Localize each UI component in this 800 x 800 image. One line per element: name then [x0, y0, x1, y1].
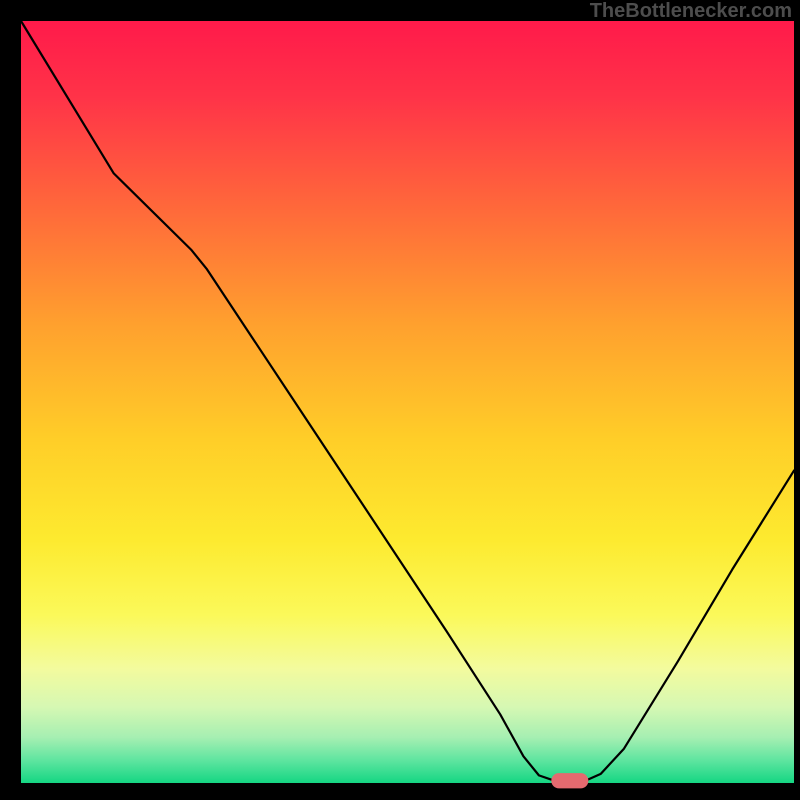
bottleneck-chart [0, 0, 800, 800]
watermark-text: TheBottlenecker.com [590, 0, 792, 23]
chart-container: TheBottlenecker.com [0, 0, 800, 800]
plot-background [21, 21, 794, 783]
optimal-marker [551, 773, 588, 788]
